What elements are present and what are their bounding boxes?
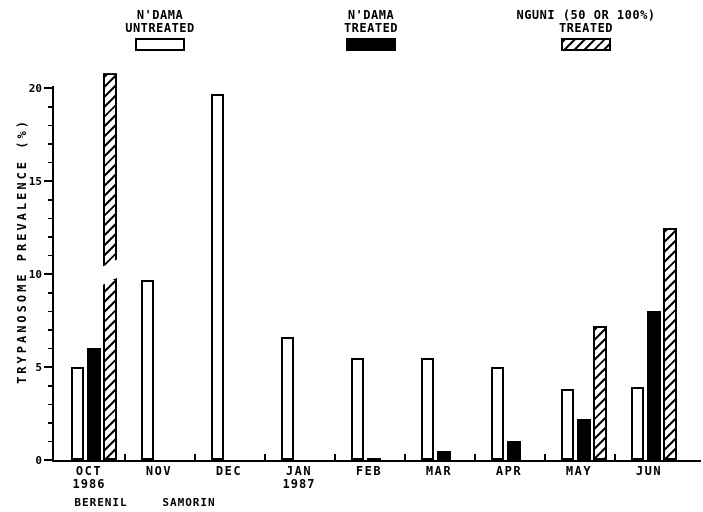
x-tick-label-month: JAN — [285, 464, 313, 478]
x-minor-tick — [544, 454, 546, 460]
y-minor-tick — [48, 217, 52, 220]
y-tick-label: 15 — [28, 175, 42, 188]
x-tick-label-year: 1986 — [72, 477, 106, 491]
bar-hatched-JUN — [663, 227, 677, 460]
y-minor-tick — [48, 422, 52, 424]
bar-open-FEB — [351, 357, 364, 460]
x-tick-label-month: DEC — [215, 464, 243, 478]
y-tick-label: 10 — [28, 268, 42, 281]
bar-open-NOV — [141, 279, 154, 460]
y-minor-tick — [48, 124, 52, 127]
bar-hatched-MAY — [593, 326, 607, 460]
y-minor-tick — [48, 347, 52, 350]
x-minor-tick — [194, 454, 196, 460]
legend-1-open-bar-swatch-icon — [135, 38, 185, 51]
y-minor-tick — [48, 161, 52, 164]
y-minor-tick — [48, 329, 52, 331]
y-minor-tick — [48, 254, 52, 257]
legend-3-status: TREATED — [558, 21, 614, 35]
y-minor-tick — [48, 292, 52, 294]
legend-3-hatched-bar-swatch-icon — [561, 38, 611, 51]
x-tick-label-year: 1987 — [282, 477, 316, 491]
x-tick-label-month: MAR — [425, 464, 453, 478]
x-tick-label-month: MAY — [565, 464, 593, 478]
y-major-tick — [44, 180, 52, 182]
bar-open-JUN — [631, 387, 644, 460]
y-major-tick — [44, 87, 52, 89]
x-minor-tick — [474, 454, 476, 460]
bar-solid-MAR — [437, 450, 451, 460]
x-tick-label-month: NOV — [145, 464, 173, 478]
y-tick-label: 5 — [35, 361, 42, 374]
y-minor-tick — [48, 440, 52, 443]
bar-solid-OCT — [87, 348, 101, 460]
y-minor-tick — [48, 385, 52, 387]
bar-open-APR — [491, 367, 504, 460]
bar-solid-JUN — [647, 311, 661, 460]
bar-open-JAN — [281, 337, 294, 460]
bar-open-OCT — [71, 367, 84, 460]
y-minor-tick — [48, 106, 52, 108]
legend-1-status: UNTREATED — [125, 21, 195, 35]
x-minor-tick — [264, 454, 266, 460]
x-minor-tick — [404, 454, 406, 460]
y-minor-tick — [48, 236, 52, 238]
x-minor-tick — [124, 454, 126, 460]
x-minor-tick — [334, 454, 336, 460]
x-minor-tick — [614, 454, 616, 460]
y-tick-label: 20 — [28, 82, 42, 95]
bar-solid-APR — [507, 441, 521, 460]
y-minor-tick — [48, 143, 52, 145]
y-minor-tick — [48, 199, 52, 201]
x-tick-label-month: FEB — [355, 464, 383, 478]
x-tick-label-month: APR — [495, 464, 523, 478]
bar-open-MAR — [421, 357, 434, 460]
y-major-tick — [44, 273, 52, 275]
legend-2-name: N'DAMA — [347, 8, 395, 22]
y-minor-tick — [48, 310, 52, 313]
y-major-tick — [44, 459, 52, 461]
bar-hatched-OCT-segment-1 — [103, 277, 117, 460]
bar-solid-MAY — [577, 419, 591, 460]
x-tick-label-month: JUN — [635, 464, 663, 478]
legend-2-status: TREATED — [343, 21, 399, 35]
legend-1-name: N'DAMA — [136, 8, 184, 22]
annotation-samorin: SAMORIN — [162, 496, 216, 509]
legend-3-name: NGUNI (50 OR 100%) — [516, 8, 656, 22]
x-tick-label-month: OCT — [75, 464, 103, 478]
bar-solid-FEB — [367, 458, 381, 462]
bar-open-DEC — [211, 93, 224, 460]
bar-hatched-OCT-segment-2 — [103, 73, 117, 266]
legend-2-black-bar-swatch-icon — [346, 38, 396, 51]
y-major-tick — [44, 366, 52, 368]
bar-open-MAY — [561, 389, 574, 460]
y-minor-tick — [48, 403, 52, 406]
y-axis-line — [52, 86, 54, 462]
y-tick-label: 0 — [35, 454, 42, 467]
annotation-berenil: BERENIL — [74, 496, 128, 509]
